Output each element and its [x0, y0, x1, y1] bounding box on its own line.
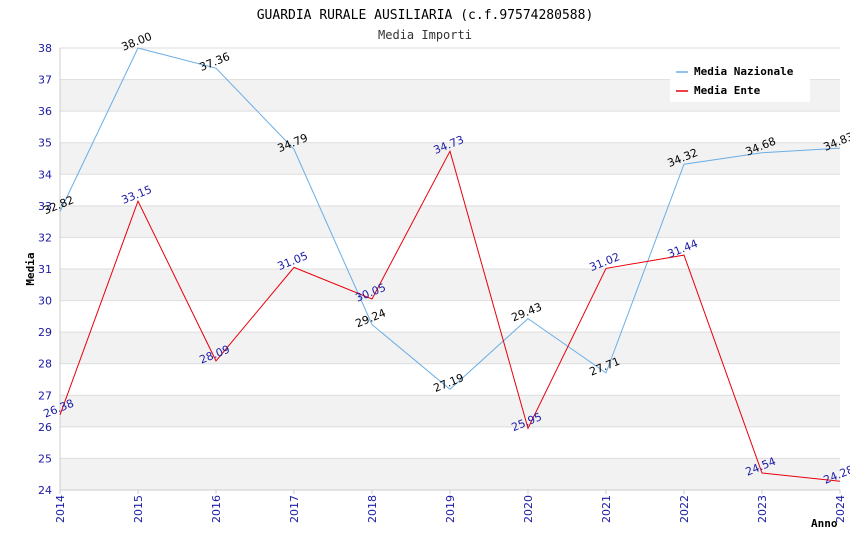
data-label-nazionale: 27.19 [432, 371, 466, 395]
x-tick-label: 2022 [678, 495, 691, 523]
legend: Media Nazionale Media Ente [670, 60, 810, 102]
y-tick-label: 35 [38, 137, 52, 150]
y-tick-label: 37 [38, 74, 52, 87]
y-tick-label: 27 [38, 389, 52, 402]
y-tick-label: 25 [38, 452, 52, 465]
y-tick-label: 26 [38, 421, 52, 434]
y-tick-label: 33 [38, 200, 52, 213]
y-tick-label: 34 [38, 168, 52, 181]
series-line-ente [59, 149, 841, 482]
y-tick-label: 24 [38, 484, 52, 497]
data-label-nazionale: 29.24 [354, 306, 388, 330]
grid-band [60, 458, 840, 490]
legend-label-nazionale: Media Nazionale [694, 65, 794, 78]
x-tick-label: 2023 [756, 495, 769, 523]
grid-band [60, 269, 840, 301]
chart-subtitle: Media Importi [378, 28, 472, 42]
y-tick-label: 29 [38, 326, 52, 339]
y-tick-label: 38 [38, 42, 52, 55]
grid-band [60, 142, 840, 175]
y-tick-label: 31 [38, 263, 52, 276]
x-tick-label: 2019 [444, 495, 457, 523]
grid-band [60, 205, 840, 238]
x-tick-label: 2024 [834, 495, 847, 523]
y-axis-ticks: 24 25 26 27 28 29 30 31 32 33 34 35 36 37 38 [38, 42, 52, 497]
x-tick-label: 2020 [522, 495, 535, 523]
grid-bands [60, 79, 840, 490]
chart-title: GUARDIA RURALE AUSILIARIA (c.f.975742805… [257, 8, 594, 23]
x-tick-label: 2021 [600, 495, 613, 523]
y-tick-label: 32 [38, 231, 52, 244]
x-tick-label: 2016 [210, 495, 223, 523]
x-axis-label: Anno [811, 517, 838, 530]
data-label-nazionale: 37.36 [198, 50, 232, 74]
data-label-ente: 31.44 [666, 237, 700, 261]
grid-band [60, 332, 840, 364]
series-lines [59, 47, 841, 482]
x-axis-ticks: 2014 2015 2016 2017 2018 2019 2020 2021 2022 2023… [54, 490, 847, 523]
x-tick-label: 2018 [366, 495, 379, 523]
legend-label-ente: Media Ente [694, 84, 761, 97]
x-tick-label: 2015 [132, 495, 145, 523]
y-tick-label: 28 [38, 358, 52, 371]
x-tick-label: 2017 [288, 495, 301, 523]
grid-band [60, 395, 840, 427]
data-label-nazionale: 29.43 [510, 300, 544, 324]
y-tick-label: 36 [38, 105, 52, 118]
legend-box [670, 60, 810, 102]
data-label-ente: 33.15 [120, 183, 154, 207]
series-line-nazionale [59, 47, 841, 390]
y-axis-label: Media [24, 252, 37, 285]
y-tick-label: 30 [38, 295, 52, 308]
x-tick-label: 2014 [54, 495, 67, 523]
